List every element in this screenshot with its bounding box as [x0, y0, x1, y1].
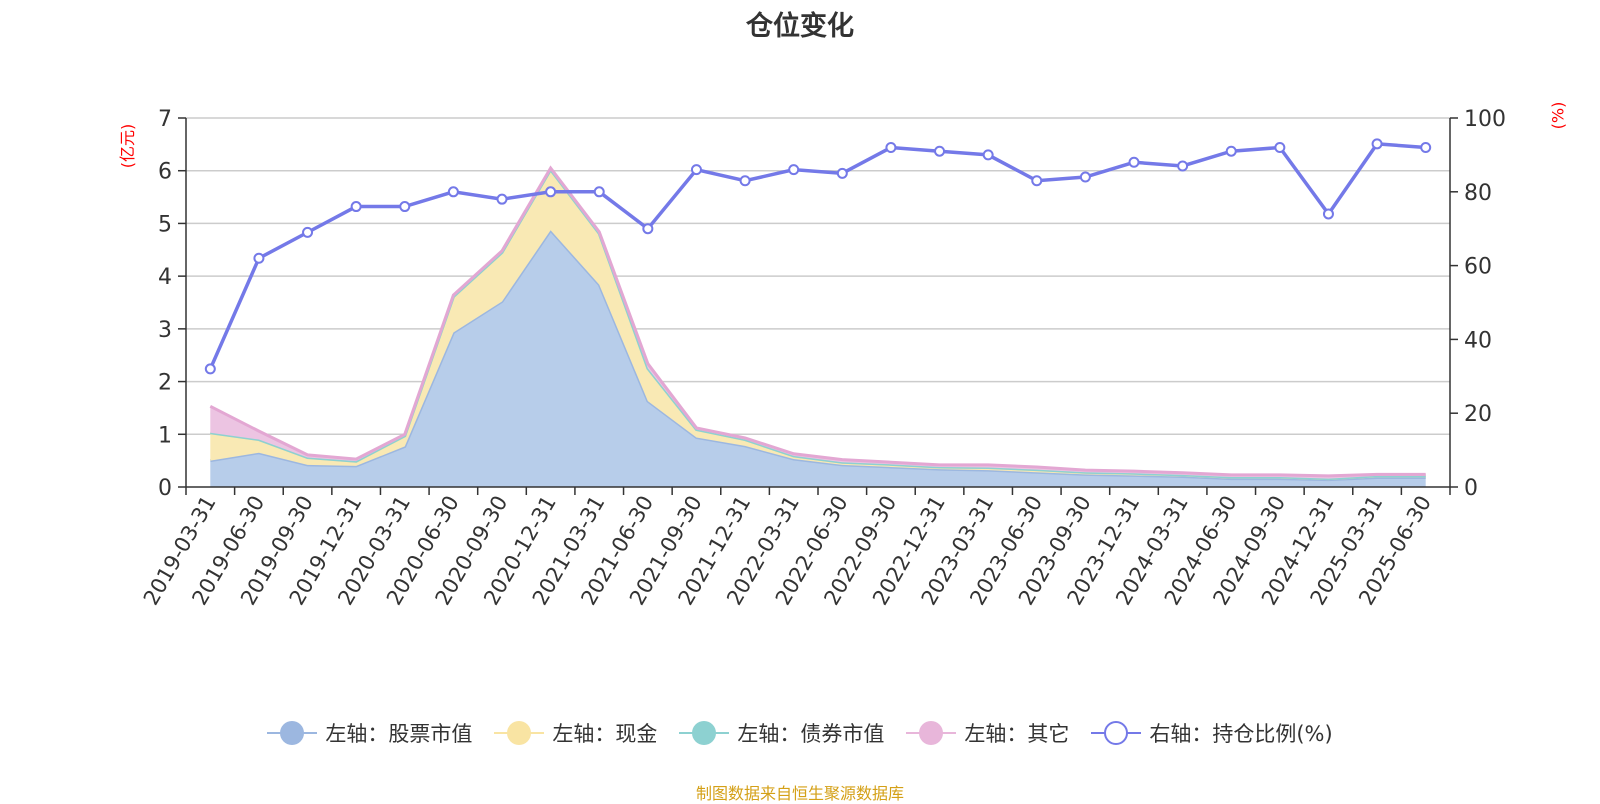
ratio-point-20 [1177, 160, 1189, 172]
chart-plot: 012345670204060801002019-03-312019-06-30… [139, 107, 1506, 609]
area-series-2 [210, 169, 1426, 479]
ratio-point-19 [1128, 156, 1140, 168]
right-tick-label-0: 0 [1464, 476, 1478, 501]
ratio-point-9 [642, 223, 654, 235]
ratio-point-24 [1371, 138, 1383, 150]
area-line-series-2 [210, 166, 1426, 481]
ratio-point-3 [350, 201, 362, 213]
ratio-point-8 [593, 186, 605, 198]
ratio-point-2 [302, 226, 314, 238]
ratio-point-1 [253, 252, 265, 264]
area-line-series-1 [210, 166, 1426, 481]
ratio-point-0 [204, 363, 216, 375]
area-series-1 [210, 169, 1426, 480]
left-tick-label-4: 4 [158, 265, 172, 290]
legend-bond-label: 左轴：债券市值 [737, 722, 885, 746]
legend-item-bond[interactable]: 左轴：债券市值 [679, 718, 884, 748]
ratio-point-14 [885, 142, 897, 154]
left-tick-label-3: 3 [158, 318, 172, 343]
ratio-point-15 [934, 145, 946, 157]
legend-other-icon [906, 720, 957, 746]
area-series-3 [210, 168, 1426, 479]
left-tick-label-2: 2 [158, 371, 172, 396]
legend-item-cash[interactable]: 左轴：现金 [494, 718, 657, 748]
ratio-point-21 [1225, 145, 1237, 157]
left-tick-label-5: 5 [158, 212, 172, 237]
ratio-point-17 [1031, 175, 1043, 187]
right-tick-label-2: 40 [1464, 328, 1492, 353]
area-series-0 [210, 230, 1426, 487]
ratio-point-6 [496, 193, 508, 205]
area-line-series-3 [209, 165, 1426, 478]
right-tick-label-4: 80 [1464, 181, 1492, 206]
right-tick-label-5: 100 [1464, 107, 1506, 132]
legend-cash-icon [494, 720, 545, 746]
legend-ratio-icon [1091, 720, 1142, 746]
legend-ratio-label: 右轴：持仓比例(%) [1149, 722, 1333, 746]
left-tick-label-7: 7 [158, 107, 172, 132]
legend-stock-icon [267, 720, 318, 746]
ratio-point-22 [1274, 142, 1286, 154]
ratio-point-25 [1420, 142, 1432, 154]
right-tick-label-3: 60 [1464, 255, 1492, 280]
ratio-point-23 [1322, 208, 1334, 220]
right-tick-label-1: 20 [1464, 402, 1492, 427]
chart-title: 仓位变化 [746, 11, 854, 42]
left-tick-label-1: 1 [158, 423, 172, 448]
legend: 左轴：股票市值 左轴：现金 左轴：债券市值 左轴：其它 右轴：持仓比例(%) [0, 718, 1600, 748]
left-tick-label-0: 0 [158, 476, 172, 501]
source-note: 制图数据来自恒生聚源数据库 [695, 784, 904, 803]
ratio-point-10 [690, 164, 702, 176]
legend-item-stock[interactable]: 左轴：股票市值 [267, 718, 472, 748]
left-tick-label-6: 6 [158, 160, 172, 185]
ratio-line [208, 142, 1426, 370]
ratio-point-13 [836, 167, 848, 179]
ratio-point-16 [982, 149, 994, 161]
ratio-point-5 [447, 186, 459, 198]
legend-other-label: 左轴：其它 [964, 722, 1070, 746]
legend-item-other[interactable]: 左轴：其它 [906, 718, 1069, 748]
legend-bond-icon [679, 720, 730, 746]
ratio-point-11 [739, 175, 751, 187]
legend-cash-label: 左轴：现金 [552, 722, 658, 746]
legend-item-ratio[interactable]: 右轴：持仓比例(%) [1091, 718, 1333, 748]
ratio-point-4 [399, 201, 411, 213]
ratio-point-12 [788, 164, 800, 176]
ratio-point-7 [545, 186, 557, 198]
legend-stock-label: 左轴：股票市值 [325, 722, 473, 746]
ratio-point-18 [1079, 171, 1091, 183]
